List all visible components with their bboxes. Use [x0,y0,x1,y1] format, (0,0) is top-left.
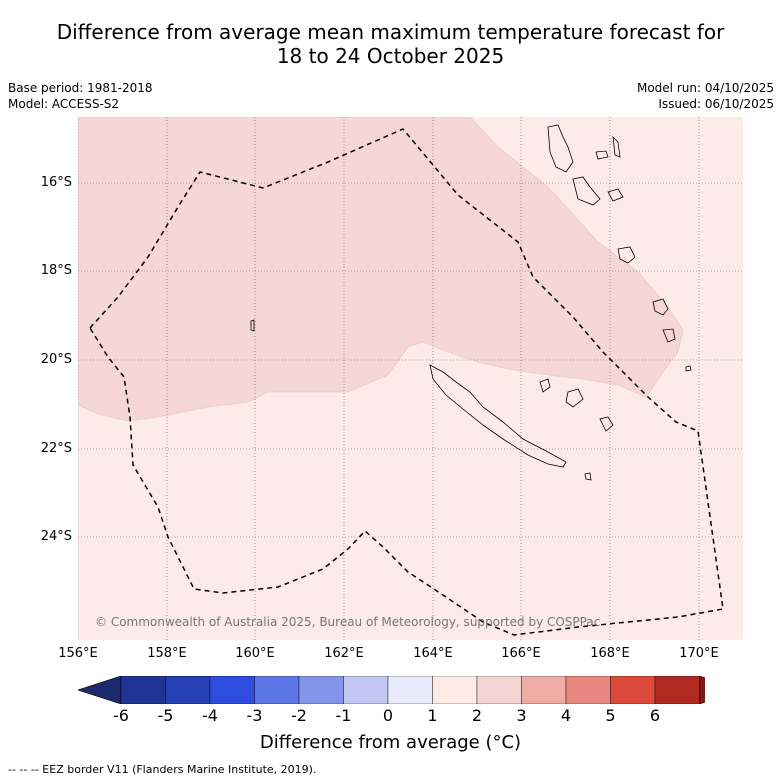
colorbar [78,676,705,704]
colorbar-tick-label: -2 [291,706,307,725]
colorbar-tick-label: -4 [202,706,218,725]
loyalty-island-3 [599,416,614,432]
isle-of-pines [584,472,592,481]
vanuatu-tanna [652,298,669,316]
chesterfield-islet [250,319,255,332]
map-panel: © Commonwealth of Australia 2025, Bureau… [78,117,743,640]
vanuatu-ambae [595,150,609,160]
colorbar-under-arrow [78,676,122,704]
colorbar-segment [209,676,255,704]
hunter-islet [685,365,692,372]
colorbar-tick-label: -1 [335,706,352,725]
new-caledonia-island [429,364,567,468]
eez-border [89,128,724,636]
lat-label-16s: 16°S [40,175,72,190]
model-run: Model run: 04/10/2025 [636,81,774,95]
vanuatu-efate [607,188,624,202]
map-title-line2: 18 to 24 October 2025 [276,44,505,68]
lat-label-22s: 22°S [40,441,72,456]
lon-label-164e: 164°E [413,646,453,661]
issued-date: Issued: 06/10/2025 [658,97,774,111]
colorbar-tick-label: 1 [427,706,438,725]
lon-label-156e: 156°E [58,646,98,661]
colorbar-segment [432,676,478,704]
lat-label-20s: 20°S [40,352,72,367]
lat-label-18s: 18°S [40,263,72,278]
colorbar-segment [298,676,344,704]
vanuatu-pentecost [612,135,621,158]
map-title-line1: Difference from average mean maximum tem… [56,20,725,44]
colorbar-label: Difference from average (°C) [259,732,522,753]
anomaly-region-1-to-2 [78,117,684,422]
lon-label-166e: 166°E [501,646,541,661]
coastlines [250,124,692,481]
loyalty-island-1 [539,378,551,393]
colorbar-segment [521,676,567,704]
lon-label-158e: 158°E [147,646,187,661]
colorbar-segment [343,676,389,704]
lon-label-162e: 162°E [324,646,364,661]
colorbar-tick-label: 4 [560,706,572,725]
eez-legend-footer: -- -- -- EEZ border V11 (Flanders Marine… [8,763,317,776]
lon-label-170e: 170°E [679,646,719,661]
colorbar-tick-label: -3 [246,706,263,725]
lon-label-160e: 160°E [235,646,275,661]
base-period: Base period: 1981-2018 [8,81,153,95]
vanuatu-erromango [617,246,636,264]
colorbar-tick-label: 3 [516,706,527,725]
lon-label-168e: 168°E [590,646,630,661]
colorbar-tick-label: 2 [471,706,483,725]
colorbar-segment [387,676,433,704]
colorbar-segment [610,676,656,704]
colorbar-segment [254,676,300,704]
copyright-notice: © Commonwealth of Australia 2025, Bureau… [95,615,600,629]
colorbar-segment [476,676,522,704]
colorbar-segment [165,676,211,704]
colorbar-tick-label: -5 [157,706,174,725]
loyalty-island-2 [565,388,584,408]
lat-label-24s: 24°S [40,529,72,544]
model-name: Model: ACCESS-S2 [8,97,120,111]
colorbar-tick-label: 6 [649,706,661,725]
vanuatu-espiritu-santo [547,124,574,173]
colorbar-tick-label: 0 [382,706,394,725]
colorbar-segment [120,676,166,704]
colorbar-segment [565,676,611,704]
vanuatu-aneityum [662,328,676,343]
colorbar-segment [654,676,700,704]
vanuatu-malekula [572,176,601,206]
colorbar-tick-label: 5 [605,706,616,725]
colorbar-over-arrow [699,676,705,704]
colorbar-tick-label: -6 [113,706,129,725]
